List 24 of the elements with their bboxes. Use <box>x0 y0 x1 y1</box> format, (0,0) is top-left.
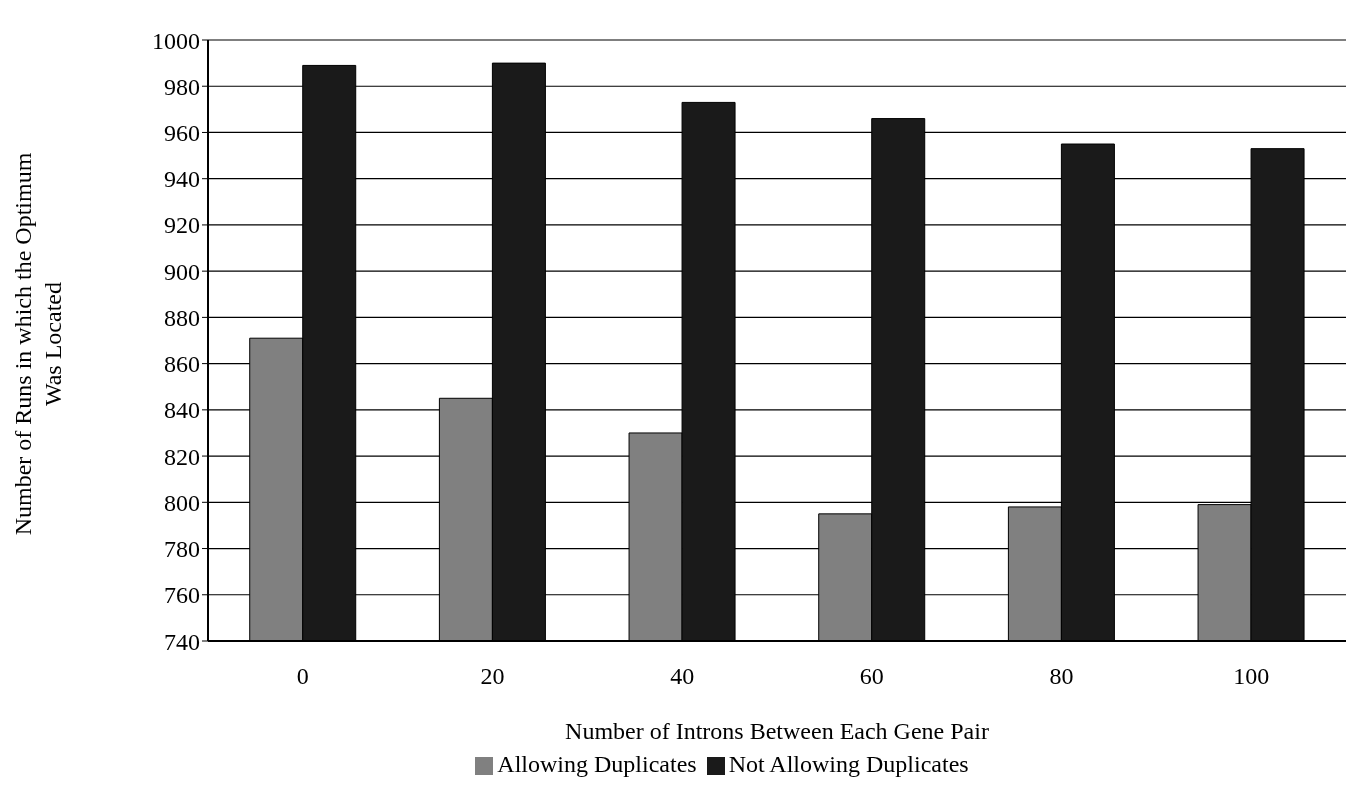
legend-label: Not Allowing Duplicates <box>728 751 969 777</box>
x-tick-label: 0 <box>296 663 309 690</box>
y-tick-label: 980 <box>164 73 200 100</box>
x-axis-title: Number of Introns Between Each Gene Pair <box>565 718 989 744</box>
y-tick-label: 920 <box>164 212 200 239</box>
x-tick-label: 100 <box>1233 663 1270 690</box>
y-tick-label: 760 <box>164 582 200 609</box>
y-tick-label: 840 <box>164 397 200 424</box>
x-tick-label: 20 <box>480 663 505 690</box>
y-tick-label: 880 <box>164 304 200 331</box>
y-tick-label: 800 <box>164 489 200 516</box>
y-tick-label: 860 <box>164 351 200 378</box>
x-tick-label: 80 <box>1049 663 1074 690</box>
y-tick-label: 740 <box>164 628 200 655</box>
y-tick-label: 820 <box>164 443 200 470</box>
x-tick-label: 60 <box>859 663 884 690</box>
x-tick-label: 40 <box>670 663 695 690</box>
y-tick-label: 960 <box>164 119 200 146</box>
y-tick-label: 940 <box>164 166 200 193</box>
y-tick-label: 780 <box>164 536 200 563</box>
y-tick-label: 900 <box>164 258 200 285</box>
y-tick-label: 1000 <box>152 27 200 54</box>
legend-label: Allowing Duplicates <box>497 751 697 777</box>
y-axis-title: Number of Runs in which the Optimum Was Located <box>9 151 67 538</box>
